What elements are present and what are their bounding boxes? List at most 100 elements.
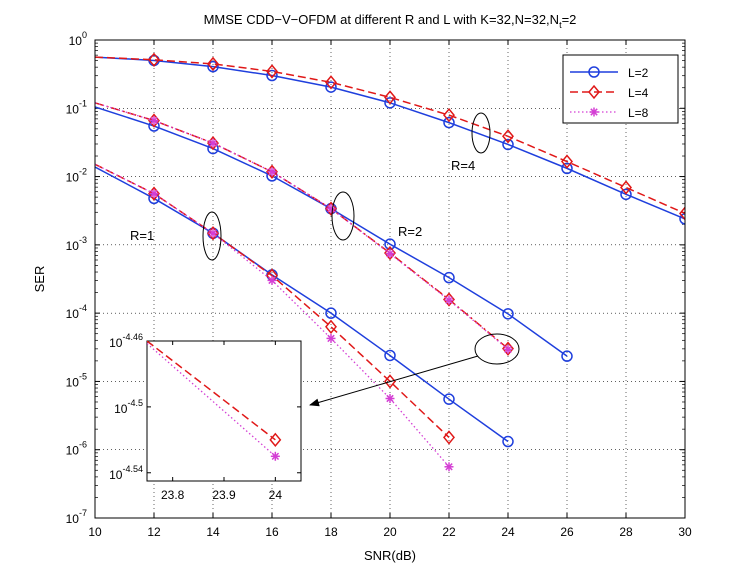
x-tick-label: 26 <box>560 525 574 539</box>
diamond-marker <box>148 52 160 67</box>
legend-item-l4: L=4 <box>570 84 649 100</box>
zoom-arrow <box>309 355 479 407</box>
inset-y-tick-label: 10-4.5 <box>114 398 143 416</box>
y-tick-label: 10-4 <box>66 303 87 321</box>
inset-frame <box>146 340 302 482</box>
circle-marker <box>443 393 455 405</box>
circle-marker <box>266 69 278 82</box>
circle-marker <box>325 81 337 93</box>
star-marker <box>444 295 454 305</box>
series-r4-l4 <box>95 52 685 221</box>
annotation-r2: R=2 <box>398 224 422 239</box>
diamond-marker <box>443 107 455 123</box>
diamond-marker <box>207 56 219 72</box>
diamond-marker <box>588 84 600 100</box>
inset-series-l4 <box>147 341 282 447</box>
x-tick-label: 18 <box>324 525 338 539</box>
star-marker <box>267 275 277 285</box>
star-marker <box>270 451 280 461</box>
star-marker <box>326 333 336 343</box>
diamond-marker <box>148 113 160 128</box>
diamond-marker <box>443 430 455 445</box>
r2-ellipse <box>331 191 355 241</box>
inset-y-tick-label: 10-4.54 <box>109 464 143 482</box>
annotation-r1: R=1 <box>130 228 154 243</box>
star-marker <box>208 228 218 238</box>
y-tick-label: 10-2 <box>66 167 87 185</box>
diamond-marker <box>325 319 337 334</box>
diamond-marker <box>679 206 685 221</box>
zoom-ellipse <box>474 333 520 365</box>
circle-marker <box>443 116 455 129</box>
star-marker <box>385 249 395 259</box>
circle-marker <box>679 213 685 225</box>
star-marker <box>444 462 454 472</box>
diamond-marker <box>384 90 396 105</box>
circle-marker <box>561 350 573 362</box>
chart-title: MMSE CDD−V−OFDM at different R and L wit… <box>204 12 577 30</box>
legend-label: L=2 <box>628 66 649 80</box>
series-line <box>95 166 509 443</box>
inset-x-tick-label: 23.8 <box>161 488 185 502</box>
star-marker <box>267 167 277 177</box>
star-marker <box>589 107 599 117</box>
circle-marker <box>588 66 600 78</box>
series-r1-l2 <box>95 166 514 448</box>
inset-series-line <box>147 341 276 441</box>
circle-marker <box>384 349 396 362</box>
x-axis-label: SNR(dB) <box>364 548 416 563</box>
y-tick-label: 10-5 <box>66 371 87 389</box>
diamond-marker <box>148 186 160 201</box>
x-tick-label: 24 <box>501 525 515 539</box>
diamond-marker <box>266 64 278 79</box>
series-r2-l8 <box>95 102 513 354</box>
star-marker <box>208 138 218 148</box>
inset-series-group <box>147 341 282 461</box>
circle-marker <box>443 271 455 284</box>
x-tick-label: 14 <box>206 525 220 539</box>
diamond-marker <box>561 154 573 169</box>
inset-series-l8 <box>147 342 280 461</box>
circle-marker <box>502 138 514 151</box>
series-r1-l8 <box>95 163 454 472</box>
legend-label: L=8 <box>628 106 649 120</box>
star-marker <box>149 116 159 126</box>
legend: L=2 L=4 L=8 <box>562 54 679 124</box>
y-tick-label: 10-3 <box>66 235 87 253</box>
y-tick-label: 10-6 <box>66 440 87 458</box>
x-tick-label: 20 <box>383 525 397 539</box>
y-tick-label: 100 <box>69 30 87 48</box>
x-tick-label: 16 <box>265 525 279 539</box>
legend-item-l2: L=2 <box>570 66 649 80</box>
legend-item-l8: L=8 <box>570 106 649 120</box>
series-group <box>95 52 685 472</box>
plot-frame <box>94 39 686 519</box>
circle-marker <box>620 188 632 201</box>
diamond-marker <box>269 432 282 447</box>
x-tick-label: 22 <box>442 525 456 539</box>
circle-marker <box>502 435 514 448</box>
circle-marker <box>561 162 573 175</box>
axis-ticks: 10 12 14 16 18 20 22 24 26 28 30 10-7 10-6 10-5 10-4 10… <box>66 30 692 539</box>
legend-box <box>562 54 679 124</box>
inset-x-tick-label: 23.9 <box>212 488 236 502</box>
x-tick-label: 10 <box>88 525 102 539</box>
r1-ellipse <box>202 211 222 261</box>
annotation-r4: R=4 <box>451 158 475 173</box>
diamond-marker <box>266 164 278 179</box>
r4-ellipse <box>471 112 491 154</box>
diamond-marker <box>384 374 396 389</box>
inset-y-tick-label: 10-4.46 <box>109 332 143 350</box>
series-line <box>95 56 685 215</box>
legend-label: L=4 <box>628 86 649 100</box>
circle-marker <box>325 307 337 319</box>
circle-marker <box>207 60 219 73</box>
circle-marker <box>384 238 396 250</box>
x-tick-label: 30 <box>678 525 692 539</box>
inset-series-line <box>147 342 276 457</box>
diamond-marker <box>502 129 514 144</box>
y-tick-label: 10-1 <box>66 98 87 116</box>
star-marker <box>385 394 395 403</box>
inset-axis-ticks: 23.8 23.9 24 10-4.46 10-4.5 10-4.54 <box>109 332 301 502</box>
